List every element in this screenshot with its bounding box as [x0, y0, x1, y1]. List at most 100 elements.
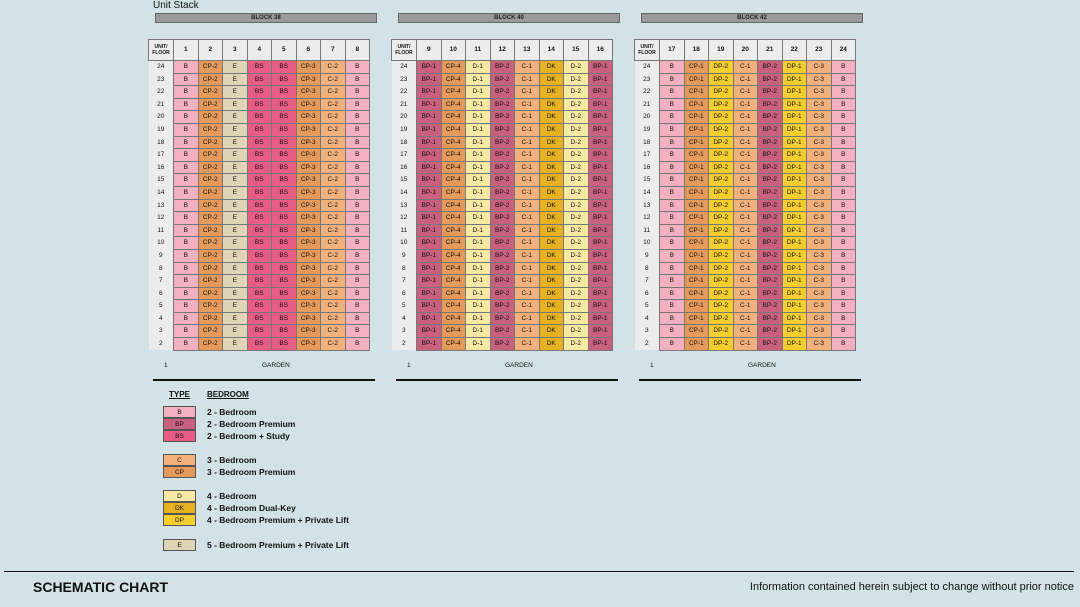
unit-cell: D-2	[563, 311, 589, 326]
unit-cell: DP-2	[708, 236, 734, 250]
unit-cell: E	[222, 286, 248, 301]
unit-cell: B	[659, 173, 685, 187]
floor-label: 24	[148, 60, 174, 74]
unit-cell: BP-2	[757, 122, 783, 137]
unit-column-header: 1	[173, 39, 199, 61]
unit-cell: BP-1	[587, 72, 613, 87]
legend-swatch: C	[163, 454, 196, 466]
unit-cell: DP-2	[708, 135, 734, 150]
legend-swatch: DP	[163, 514, 196, 526]
unit-cell: CP-3	[295, 135, 321, 150]
unit-cell: BP-1	[416, 198, 442, 213]
unit-cell: BP-1	[416, 110, 442, 124]
unit-cell: C-1	[514, 85, 540, 99]
unit-cell: DK	[538, 211, 564, 225]
floor-row: 24 BP-1 CP-4 D-1 BP-2 C-1 DK D-2 BP-1	[391, 60, 613, 74]
unit-cell: E	[222, 72, 248, 87]
legend-label: 4 - Bedroom Premium + Private Lift	[207, 515, 349, 525]
floor-row: 7 B CP-2 E BS BS CP-3 C-2 B	[148, 274, 370, 288]
unit-cell: BP-1	[587, 211, 613, 225]
unit-cell: B	[830, 248, 856, 263]
unit-cell: CP-3	[295, 286, 321, 301]
floor-row: 4 B CP-1 DP-2 C-1 BP-2 DP-1 C-3 B	[634, 311, 856, 326]
unit-cell: D-1	[465, 85, 491, 99]
floor-label: 14	[634, 186, 660, 200]
unit-cell: C-1	[732, 122, 758, 137]
unit-cell: B	[659, 160, 685, 175]
floor-label: 22	[634, 85, 660, 99]
unit-cell: D-2	[563, 110, 589, 124]
unit-cell: E	[222, 110, 248, 124]
unit-cell: C-1	[514, 248, 540, 263]
unit-cell: CP-2	[197, 337, 223, 351]
unit-cell: D-2	[563, 60, 589, 74]
floor-row: 21 B CP-1 DP-2 C-1 BP-2 DP-1 C-3 B	[634, 97, 856, 112]
unit-cell: B	[344, 236, 370, 250]
floor-label: 9	[634, 249, 660, 262]
floor-label: 7	[391, 274, 417, 288]
unit-cell: D-1	[465, 261, 491, 276]
floor-row: 7 BP-1 CP-4 D-1 BP-2 C-1 DK D-2 BP-1	[391, 274, 613, 288]
unit-cell: B	[830, 261, 856, 276]
unit-cell: B	[344, 211, 370, 225]
unit-cell: E	[222, 198, 248, 213]
unit-cell: BS	[271, 122, 297, 137]
unit-cell: CP-2	[197, 173, 223, 187]
floor-label: 4	[148, 312, 174, 325]
unit-cell: CP-1	[683, 261, 709, 276]
floor-row: 24 B CP-2 E BS BS CP-3 C-2 B	[148, 60, 370, 74]
unit-cell: C-1	[514, 286, 540, 301]
unit-cell: CP-2	[197, 110, 223, 124]
unit-cell: D-2	[563, 286, 589, 301]
unit-cell: B	[344, 60, 370, 74]
unit-column-header: 7	[320, 39, 346, 61]
floor-label: 5	[391, 299, 417, 313]
unit-cell: CP-4	[440, 223, 466, 238]
unit-cell: C-1	[732, 236, 758, 250]
unit-cell: BS	[271, 185, 297, 200]
unit-cell: CP-3	[295, 148, 321, 162]
unit-cell: CP-3	[295, 261, 321, 276]
unit-cell: CP-3	[295, 110, 321, 124]
unit-cell: C-1	[732, 85, 758, 99]
unit-cell: C-1	[732, 311, 758, 326]
unit-cell: BS	[271, 110, 297, 124]
floor-label: 23	[148, 73, 174, 86]
unit-cell: C-1	[514, 223, 540, 238]
floor-label: 11	[391, 224, 417, 237]
unit-cell: D-1	[465, 286, 491, 301]
unit-cell: BS	[271, 135, 297, 150]
unit-cell: BP-2	[489, 299, 515, 313]
unit-cell: B	[659, 311, 685, 326]
unit-cell: CP-4	[440, 236, 466, 250]
unit-cell: C-3	[806, 286, 832, 301]
unit-cell: CP-4	[440, 85, 466, 99]
unit-cell: BP-2	[489, 311, 515, 326]
unit-column-header: 11	[465, 39, 491, 61]
unit-cell: DP-1	[781, 261, 807, 276]
unit-cell: BP-2	[757, 185, 783, 200]
unit-cell: C-3	[806, 248, 832, 263]
unit-cell: DP-2	[708, 85, 734, 99]
floor-row: 21 BP-1 CP-4 D-1 BP-2 C-1 DK D-2 BP-1	[391, 97, 613, 112]
unit-cell: CP-4	[440, 60, 466, 74]
unit-cell: CP-1	[683, 274, 709, 288]
unit-column-header: 18	[683, 39, 709, 61]
floor-label: 8	[391, 262, 417, 275]
unit-cell: B	[173, 286, 199, 301]
unit-cell: CP-1	[683, 198, 709, 213]
unit-cell: BS	[246, 85, 272, 99]
unit-cell: C-2	[320, 72, 346, 87]
unit-cell: DP-2	[708, 211, 734, 225]
unit-cell: BP-2	[757, 198, 783, 213]
unit-cell: BP-1	[587, 173, 613, 187]
floor-row: 20 B CP-2 E BS BS CP-3 C-2 B	[148, 110, 370, 124]
floor-label: 24	[391, 60, 417, 74]
unit-cell: DP-2	[708, 261, 734, 276]
legend-bedroom-header: BEDROOM	[207, 390, 249, 399]
floor-row: 6 B CP-2 E BS BS CP-3 C-2 B	[148, 286, 370, 301]
floor-label: 15	[634, 173, 660, 187]
floor-label: 21	[634, 98, 660, 111]
unit-cell: C-2	[320, 135, 346, 150]
block-header: BLOCK 40	[398, 13, 620, 23]
